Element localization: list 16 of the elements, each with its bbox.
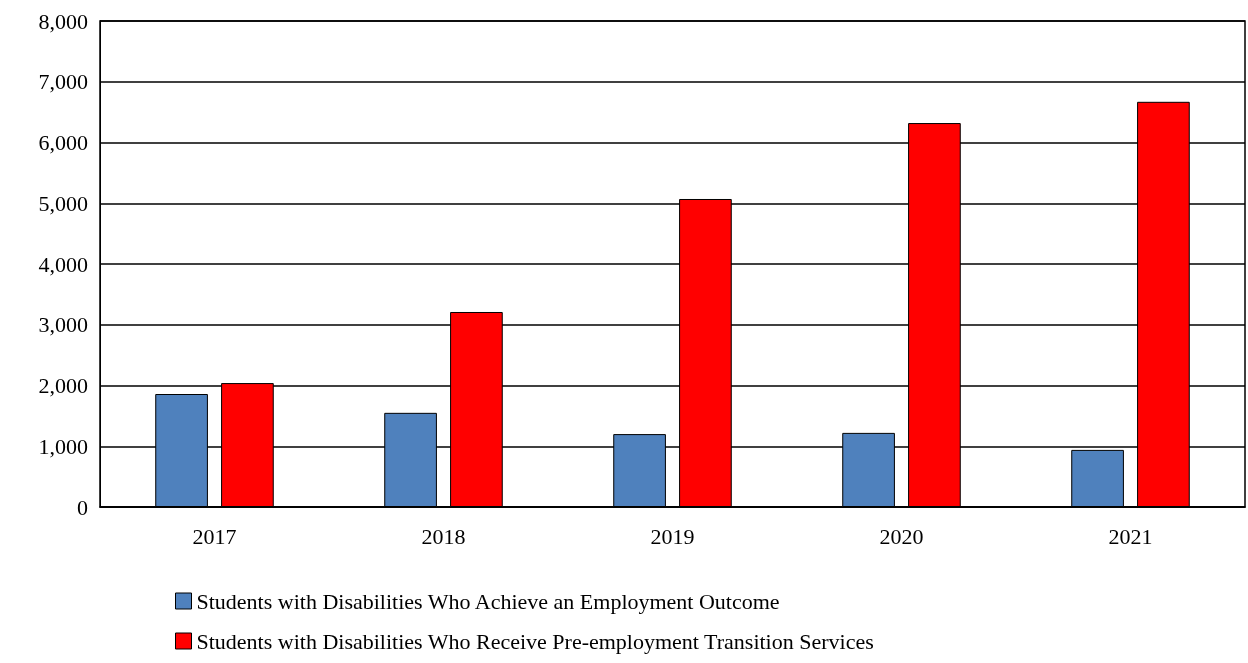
y-tick-label: 3,000 — [38, 312, 88, 338]
y-tick-label: 4,000 — [38, 251, 88, 277]
x-tick-label: 2018 — [421, 523, 466, 549]
x-tick-label: 2021 — [1108, 523, 1153, 549]
legend-label: Students with Disabilities Who Receive Pre-employment Transition Services — [196, 628, 874, 654]
y-tick-label: 6,000 — [38, 130, 88, 155]
legend-label: Students with Disabilities Who Achieve an Employment Outcome — [196, 588, 780, 614]
y-tick-label: 8,000 — [38, 8, 88, 34]
x-tick-label: 2017 — [192, 523, 237, 549]
y-tick-label: 0 — [77, 494, 88, 520]
x-tick-label: 2020 — [879, 523, 924, 549]
y-tick-label: 7,000 — [38, 69, 88, 95]
x-tick-label: 2019 — [650, 523, 695, 549]
y-tick-label: 5,000 — [38, 190, 88, 216]
y-tick-label: 1,000 — [38, 433, 88, 459]
y-tick-label: 2,000 — [38, 373, 88, 398]
